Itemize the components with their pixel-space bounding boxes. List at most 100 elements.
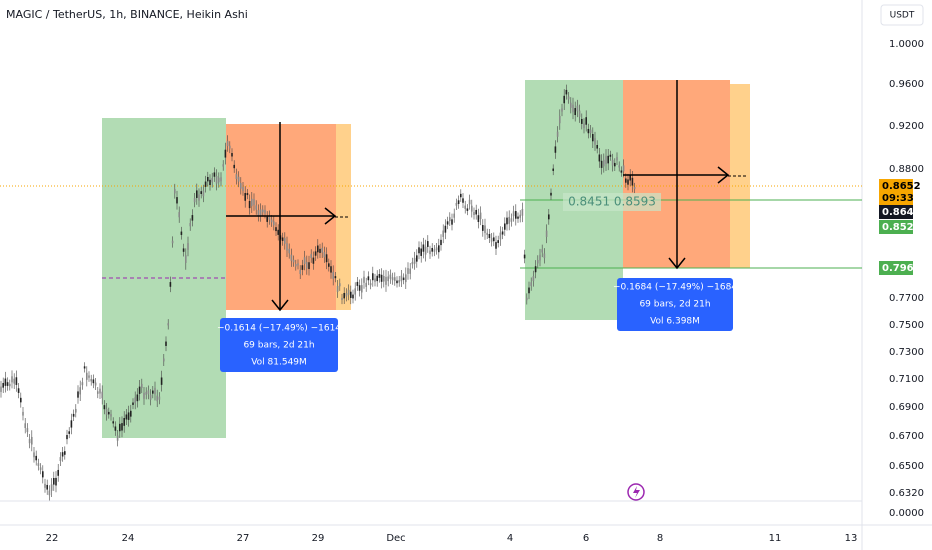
candle-body <box>603 159 605 167</box>
candle-body <box>119 423 121 432</box>
candle-body <box>556 131 559 137</box>
candle-body <box>2 382 4 388</box>
candle-body <box>372 273 374 281</box>
candle-body <box>48 490 51 496</box>
candle-body <box>200 191 202 194</box>
candle-body <box>156 395 158 402</box>
candle-body <box>444 225 447 233</box>
candle-body <box>332 271 334 279</box>
candle-body <box>479 212 482 219</box>
candle-body <box>596 145 598 149</box>
candle-body <box>255 205 257 210</box>
candle-body <box>59 457 62 462</box>
candle-body <box>193 198 196 203</box>
candle-body <box>202 190 205 197</box>
candle-body <box>44 483 46 488</box>
candle-body <box>499 232 502 240</box>
price-label: 0.6700 <box>889 431 924 442</box>
candle-body <box>490 237 493 242</box>
candle-body <box>108 411 110 415</box>
candle-body <box>442 230 444 237</box>
candle-body <box>625 178 627 183</box>
candle-body <box>550 192 552 196</box>
candle-body <box>548 214 550 220</box>
candle-body <box>385 276 387 285</box>
candle-body <box>257 210 260 216</box>
candle-body <box>330 266 332 273</box>
candle-body <box>497 240 499 243</box>
candle-body <box>275 227 277 232</box>
candle-body <box>418 247 420 254</box>
measure-label <box>617 278 733 331</box>
candle-body <box>220 177 222 182</box>
candle-body <box>539 254 541 261</box>
candle-body <box>66 434 68 440</box>
time-label: 29 <box>312 533 325 544</box>
candle-body <box>123 418 125 426</box>
candle-body <box>39 467 42 470</box>
candle-body <box>609 154 612 157</box>
loss-zone <box>226 124 336 310</box>
candle-body <box>125 414 128 420</box>
currency-button[interactable] <box>880 4 924 26</box>
candle-body <box>167 323 169 326</box>
candle-body <box>77 391 79 398</box>
candle-body <box>147 390 150 395</box>
candle-body <box>413 257 416 264</box>
price-tag-text: 0.8652 <box>882 181 921 192</box>
candle-body <box>13 378 15 384</box>
candle-body <box>138 386 141 394</box>
candle-body <box>176 197 178 204</box>
candle-body <box>453 213 455 218</box>
candle-body <box>204 181 207 187</box>
price-label: 0.7500 <box>889 320 924 331</box>
candle-body <box>68 431 70 434</box>
candle-body <box>347 289 350 295</box>
candle-body <box>488 233 491 239</box>
candle-body <box>493 237 495 242</box>
candle-body <box>189 223 191 227</box>
candle-body <box>398 280 400 283</box>
price-label: 0.6500 <box>889 461 924 472</box>
price-tag <box>879 205 913 219</box>
candle-body <box>4 378 7 386</box>
candle-body <box>328 263 330 267</box>
candle-body <box>160 377 163 385</box>
candle-body <box>90 379 92 382</box>
candle-body <box>519 214 521 218</box>
candle-body <box>286 243 288 251</box>
candle-body <box>141 383 143 389</box>
candle-body <box>354 288 356 295</box>
candle-body <box>42 471 44 478</box>
candle-body <box>552 168 554 171</box>
candle-body <box>554 146 557 153</box>
candle-body <box>15 377 18 385</box>
candle-body <box>110 414 112 417</box>
symbol-title: MAGIC / TetherUS, 1h, BINANCE, Heikin As… <box>6 8 248 21</box>
candle-body <box>116 435 119 441</box>
candle-body <box>319 248 321 253</box>
candle-body <box>182 248 185 252</box>
candle-body <box>270 219 273 223</box>
candle-body <box>292 259 295 263</box>
candle-body <box>26 428 29 433</box>
measure-change: −0.1614 (−17.49%) −1614 <box>217 324 341 334</box>
time-label: 8 <box>657 533 663 544</box>
candle-body <box>281 237 284 241</box>
candle-body <box>345 293 348 297</box>
candle-body <box>587 128 590 134</box>
candle-body <box>537 260 539 264</box>
candle-body <box>633 187 636 190</box>
time-label: 22 <box>46 533 59 544</box>
candle-body <box>541 249 543 253</box>
candle-body <box>477 215 480 222</box>
candle-body <box>237 176 240 182</box>
candle-body <box>572 104 574 113</box>
candle-body <box>629 174 631 181</box>
candle-body <box>576 105 579 112</box>
candle-body <box>486 232 488 235</box>
event-icon[interactable] <box>627 483 645 501</box>
overlay-box <box>563 193 661 211</box>
candle-body <box>508 216 510 224</box>
candle-body <box>97 391 99 394</box>
